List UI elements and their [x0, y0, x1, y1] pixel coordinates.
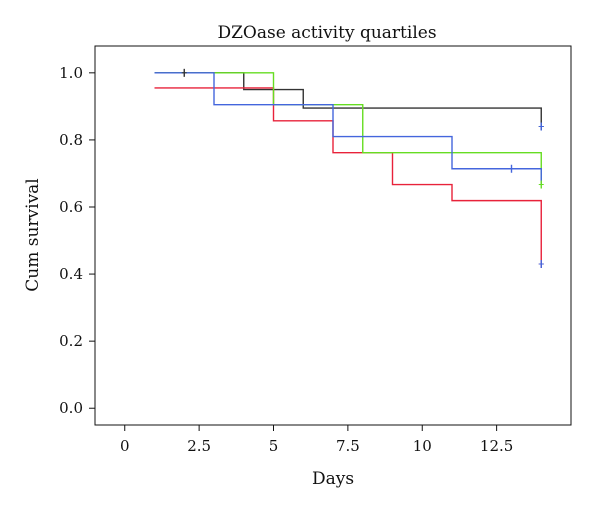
y-axis: 0.0 0.2 0.4 0.6 0.8 1.0 — [59, 64, 95, 417]
x-tick-label: 2.5 — [187, 437, 211, 455]
y-axis-title: Cum survival — [23, 178, 43, 292]
x-axis-title: Days — [312, 469, 354, 489]
y-tick-label: 0.6 — [59, 198, 83, 216]
x-axis: 0 2.5 5 7.5 10 12.5 — [120, 425, 513, 455]
x-tick-label: 7.5 — [336, 437, 360, 455]
y-tick-label: 0.2 — [59, 332, 83, 350]
y-tick-label: 0.0 — [59, 399, 83, 417]
x-tick-label: 12.5 — [480, 437, 513, 455]
chart-title: DZOase activity quartiles — [217, 23, 436, 43]
survival-curve-2 — [154, 87, 542, 265]
survival-curve-4 — [154, 72, 542, 185]
y-tick-label: 0.8 — [59, 131, 83, 149]
plot-frame — [94, 45, 572, 426]
x-tick-label: 0 — [120, 437, 130, 455]
y-tick-label: 0.4 — [59, 265, 83, 283]
x-tick-label: 10 — [413, 437, 432, 455]
y-tick-label: 1.0 — [59, 64, 83, 82]
survival-curve-3 — [154, 72, 542, 185]
x-tick-label: 5 — [269, 437, 279, 455]
series-layer — [154, 68, 544, 269]
survival-curve-1 — [154, 72, 542, 127]
